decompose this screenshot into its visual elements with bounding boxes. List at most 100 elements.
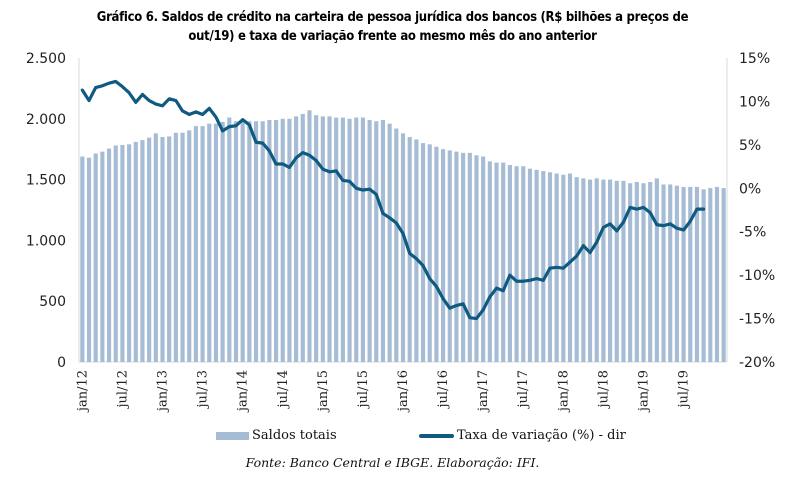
bar	[527, 168, 532, 362]
legend: Saldos totais Taxa de variação (%) - dir	[0, 428, 785, 448]
bar	[220, 121, 225, 362]
bar	[628, 183, 633, 362]
bar	[113, 145, 118, 362]
bar	[587, 179, 593, 362]
bar	[207, 123, 212, 362]
legend-label-taxa-variacao: Taxa de variação (%) - dir	[457, 428, 626, 443]
legend-label-saldos-totais: Saldos totais	[252, 428, 337, 443]
bar	[387, 123, 392, 362]
right-axis-tick-label: -10%	[739, 268, 775, 284]
bar	[688, 186, 693, 362]
x-axis-tick-label: jan/18	[556, 370, 571, 413]
left-axis-ticks: 0 500 1.000 1.500 2.000 2.500	[26, 51, 66, 371]
bar	[614, 180, 619, 362]
bar	[247, 121, 252, 362]
left-axis-tick-label: 1.500	[26, 173, 66, 189]
bar	[581, 178, 586, 362]
right-axis-tick-label: -20%	[739, 355, 775, 371]
bar	[394, 128, 399, 362]
legend-item-taxa-variacao: Taxa de variação (%) - dir	[419, 428, 626, 443]
bar	[153, 133, 158, 362]
bar	[648, 182, 653, 362]
bar	[133, 141, 138, 362]
bar	[454, 151, 459, 362]
bar	[481, 156, 486, 362]
bar	[140, 140, 145, 362]
x-axis-tick-label: jul/12	[115, 370, 130, 409]
x-axis-tick-label: jul/17	[516, 370, 531, 409]
bar	[420, 143, 426, 362]
bar	[374, 121, 379, 362]
bar	[694, 186, 700, 362]
bar	[494, 162, 499, 362]
source-note: Fonte: Banco Central e IBGE. Elaboração:…	[245, 455, 540, 470]
x-axis-tick-label: jul/15	[356, 370, 371, 409]
chart-title: Gráfico 6. Saldos de crédito na carteira…	[0, 8, 785, 46]
bar	[367, 120, 372, 363]
bar	[414, 139, 419, 362]
bar	[320, 116, 325, 363]
bar	[120, 144, 125, 362]
combo-chart: 0 500 1.000 1.500 2.000 2.500 -20% -15% -10% -5%…	[26, 51, 775, 413]
bar	[447, 150, 452, 362]
x-axis-tick-label: jul/16	[436, 370, 451, 409]
x-axis-tick-label: jul/14	[276, 370, 291, 409]
bar	[400, 133, 406, 362]
chart-title-line-1: Gráfico 6. Saldos de crédito na carteira…	[96, 10, 689, 25]
bar	[80, 156, 85, 362]
bar	[173, 132, 178, 362]
legend-item-saldos-totais: Saldos totais	[216, 428, 337, 443]
bar	[300, 113, 305, 362]
line-path	[80, 79, 706, 321]
bar	[574, 177, 579, 362]
bar	[274, 120, 279, 363]
x-axis-tick-label: jan/16	[396, 370, 411, 413]
bar	[280, 118, 285, 362]
bar	[253, 121, 259, 362]
bar	[467, 152, 472, 362]
bar	[287, 118, 292, 362]
bar	[668, 184, 673, 362]
bar	[380, 120, 386, 363]
chart-title-line-2: out/19) e taxa de variação frente ao mes…	[188, 29, 597, 44]
legend-bar-swatch	[216, 431, 249, 440]
bar	[106, 148, 112, 362]
x-axis-tick-label: jan/17	[476, 370, 491, 413]
x-axis-tick-label: jan/14	[236, 370, 251, 413]
bar	[180, 132, 185, 362]
bar	[594, 178, 599, 362]
legend-line-swatch	[419, 433, 454, 438]
bar	[434, 146, 439, 362]
right-axis-tick-label: 0%	[739, 181, 761, 197]
bar	[327, 116, 332, 363]
bar	[567, 173, 573, 362]
right-axis-tick-label: 5%	[739, 138, 761, 154]
bar	[661, 184, 666, 362]
bar	[294, 116, 299, 363]
right-axis-tick-label: -15%	[739, 312, 775, 328]
bar	[654, 178, 659, 362]
bar	[260, 121, 265, 362]
bar	[86, 157, 92, 362]
bar	[461, 152, 466, 362]
bar	[160, 137, 165, 362]
bar	[200, 126, 205, 362]
x-axis-tick-label: jul/19	[677, 370, 692, 409]
bar	[267, 120, 272, 363]
bar	[360, 117, 365, 362]
bar	[347, 118, 352, 362]
bar	[608, 179, 613, 362]
bar	[334, 117, 339, 362]
x-axis-tick-label: jan/12	[75, 370, 90, 413]
bar	[340, 117, 345, 362]
left-axis-tick-label: 1.000	[26, 233, 66, 249]
right-axis-tick-label: -5%	[739, 225, 766, 241]
bar	[314, 115, 319, 363]
bar	[674, 185, 679, 362]
right-axis-ticks: -20% -15% -10% -5% 0% 5% 10% 15%	[739, 51, 775, 371]
bar	[147, 137, 152, 362]
bar	[708, 188, 713, 362]
bar	[621, 180, 626, 362]
bar	[127, 144, 132, 362]
bar	[93, 153, 98, 362]
